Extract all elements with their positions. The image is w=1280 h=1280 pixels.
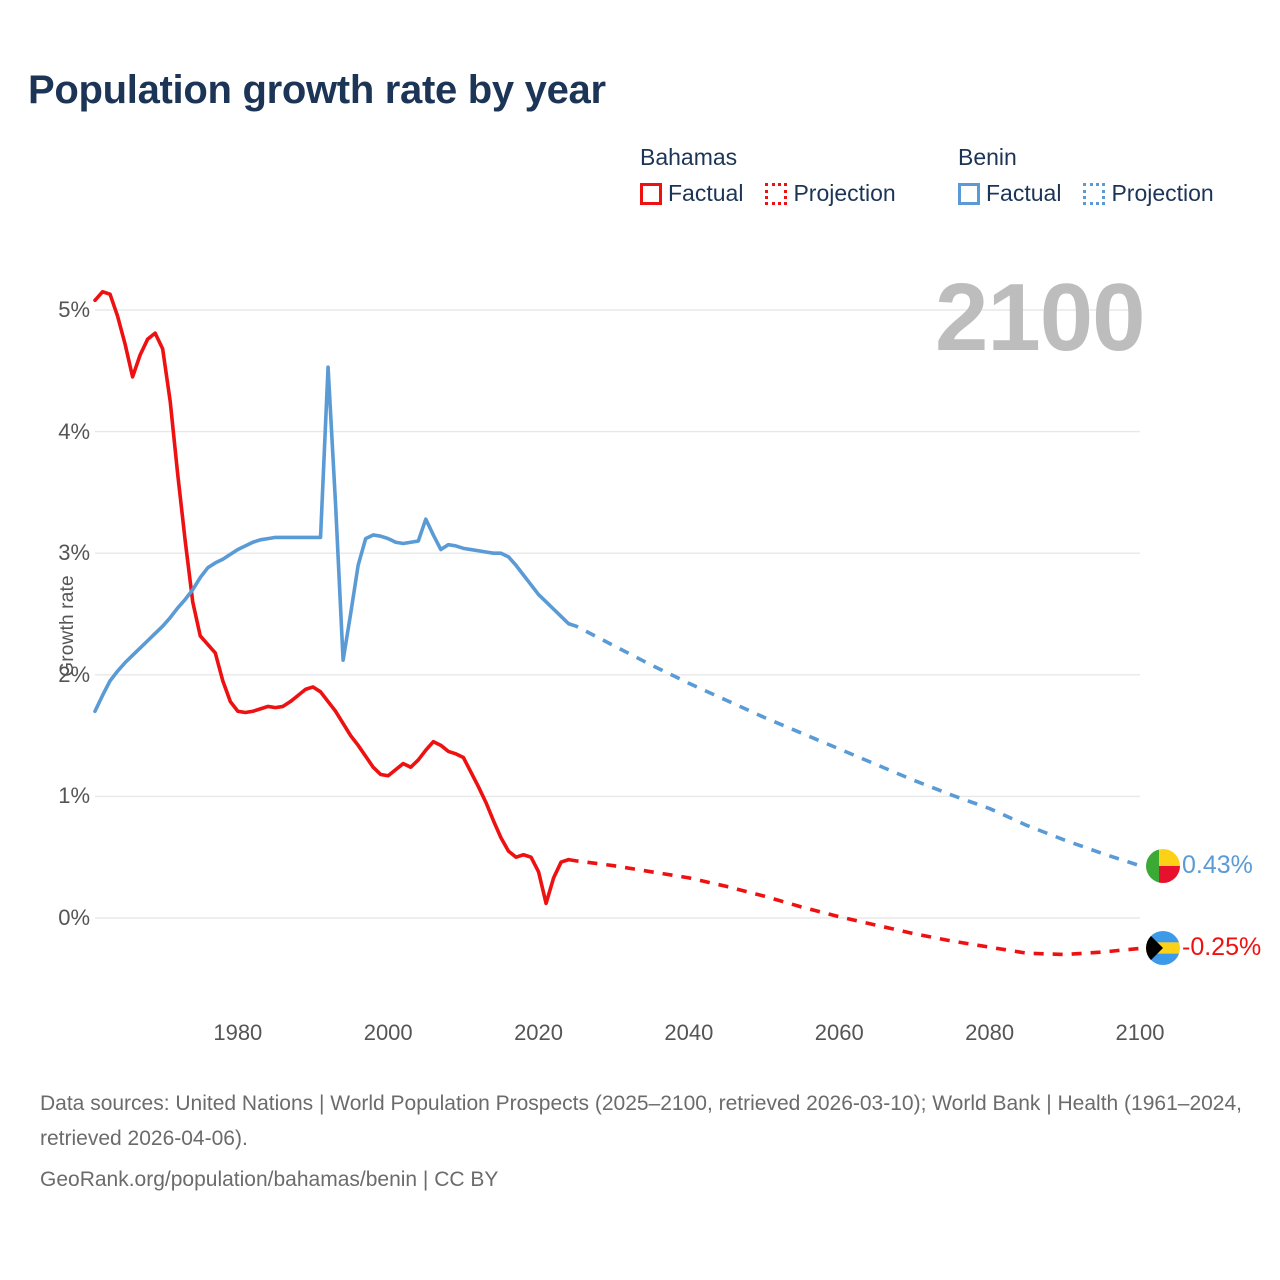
legend-item-bahamas-factual[interactable]: Factual: [640, 180, 743, 207]
legend-country-label: Bahamas: [640, 144, 738, 170]
legend-item-benin-projection[interactable]: Projection: [1083, 180, 1214, 207]
legend-item-label: Factual: [668, 180, 744, 206]
year-watermark: 2100: [935, 264, 1146, 371]
y-axis-tick-label: 4%: [58, 418, 90, 444]
benin-flag-icon: [1146, 848, 1180, 883]
chart-plot-area: Growth rate 0% 1% 2% 3% 4% 5% 1980 2000 2020 204…: [0, 255, 1280, 1055]
legend-country-label: Benin: [958, 144, 1017, 170]
end-label-bahamas: -0.25%: [1182, 933, 1262, 962]
series-line-factual-benin: [93, 365, 571, 714]
x-axis-tick-label: 2100: [1115, 1020, 1165, 1045]
legend-item-benin-factual[interactable]: Factual: [958, 180, 1061, 207]
legend-item-bahamas-projection[interactable]: Projection: [765, 180, 896, 207]
legend-swatch-solid-icon: [640, 182, 662, 205]
x-axis-tick-label: 2020: [514, 1020, 564, 1045]
footer: Data sources: United Nations | World Pop…: [40, 1086, 1245, 1197]
end-label-benin: 0.43%: [1182, 850, 1253, 879]
legend-swatch-dotted-icon: [1083, 182, 1106, 205]
footer-data-sources: Data sources: United Nations | World Pop…: [40, 1092, 1242, 1150]
series-line-projection-bahamas: [568, 857, 1141, 957]
page-title: Population growth rate by year: [28, 68, 606, 112]
legend-group-bahamas: Bahamas Factual Projection: [640, 143, 896, 207]
x-axis-tick-label: 2000: [363, 1020, 413, 1045]
y-axis-tick-label: 5%: [58, 297, 90, 322]
legend-swatch-solid-icon: [958, 182, 980, 205]
legend-item-label: Projection: [1111, 180, 1214, 206]
legend: Bahamas Factual Projection Benin Factual: [640, 143, 1250, 223]
series-line-projection-benin: [568, 622, 1141, 868]
y-axis-tick-label: 0%: [58, 905, 90, 930]
series-line-factual-bahamas: [93, 289, 571, 906]
x-axis-tick-label: 2040: [664, 1020, 714, 1045]
footer-url[interactable]: GeoRank.org/population/bahamas/benin | C…: [40, 1168, 499, 1191]
legend-swatch-dotted-icon: [765, 182, 788, 205]
legend-group-benin: Benin Factual Projection: [958, 143, 1214, 207]
bahamas-flag-icon: [1146, 931, 1180, 966]
chart-canvas: [93, 289, 1141, 957]
x-axis-tick-label: 2060: [814, 1020, 864, 1045]
legend-item-label: Factual: [986, 180, 1062, 206]
x-axis-tick-label: 2080: [965, 1020, 1015, 1045]
x-axis-tick-label: 1980: [213, 1020, 263, 1045]
y-axis-tick-label: 1%: [58, 783, 90, 809]
y-axis-tick-label: 3%: [58, 540, 90, 566]
legend-item-label: Projection: [793, 180, 896, 206]
y-axis-tick-label: 2%: [58, 661, 90, 687]
